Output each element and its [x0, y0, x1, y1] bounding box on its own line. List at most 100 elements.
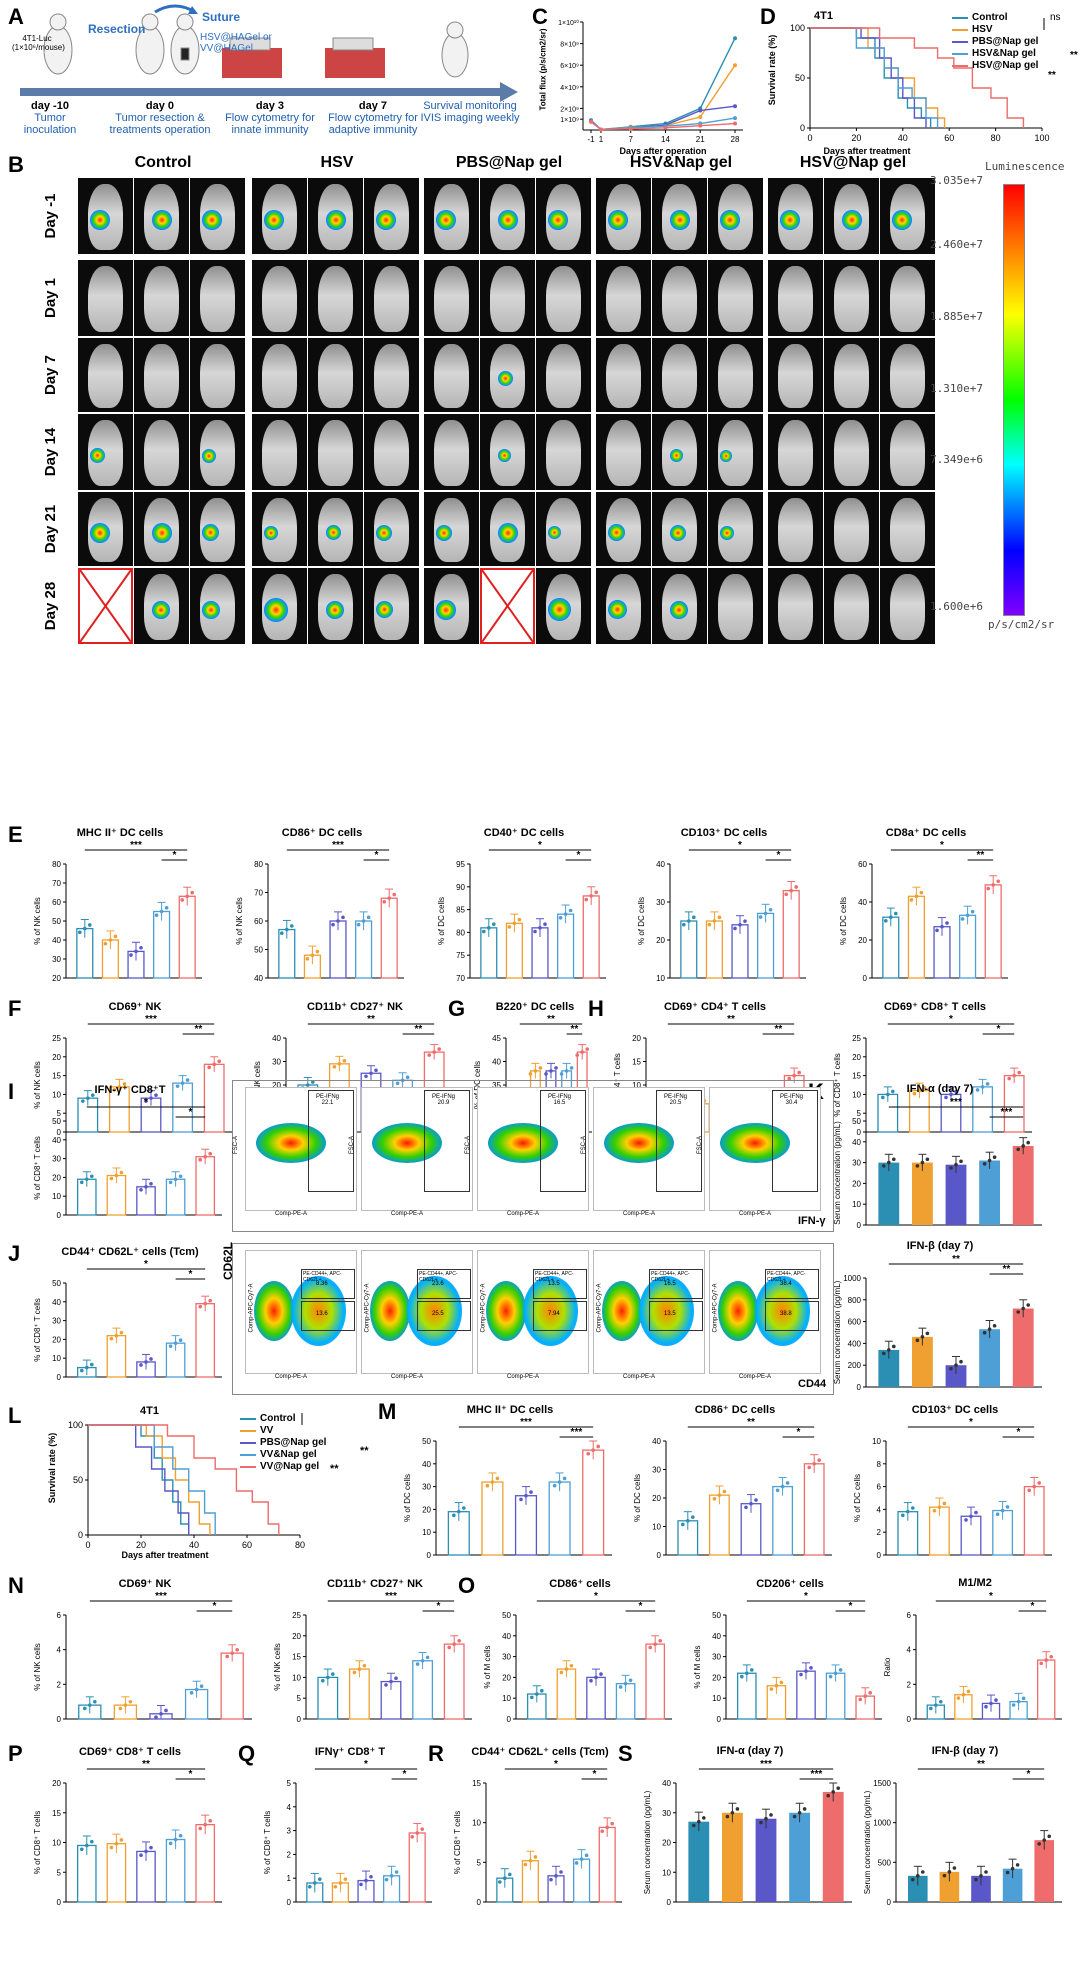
bar — [933, 926, 951, 979]
bar — [153, 910, 171, 979]
bar — [1002, 1868, 1023, 1902]
bar — [306, 1882, 324, 1903]
mouse-body — [890, 420, 925, 486]
bar — [1003, 1074, 1025, 1133]
bar — [78, 1704, 102, 1720]
data-point — [1027, 1488, 1031, 1493]
chart-title: IFN-β (day 7) — [931, 1745, 999, 1757]
y-axis-label: Serum concentration (pg/mL) — [863, 1790, 872, 1894]
bar — [782, 889, 800, 979]
y-axis-label: % of CD8⁺ T cells — [453, 1811, 462, 1875]
bar — [1034, 1840, 1054, 1902]
tumor-signal — [548, 598, 571, 622]
bar — [855, 1695, 876, 1720]
sig-label: * — [1030, 1601, 1034, 1612]
series-point — [628, 126, 633, 131]
data-point — [90, 1174, 94, 1179]
data-point — [149, 1845, 153, 1850]
bar-chart-panel: IFN-β (day 7) 0 200 400 600 800 1000 Serum conc… — [830, 1240, 1050, 1405]
sig-label: *** — [760, 1759, 772, 1770]
mouse-image — [78, 492, 133, 566]
day-label: Day 1 — [42, 277, 59, 319]
timeline-desc: Survival monitoring IVIS imaging weekly — [420, 100, 520, 124]
bar — [688, 1821, 710, 1902]
sig-label: *** — [811, 1769, 823, 1780]
data-point — [887, 1348, 891, 1352]
bar — [731, 924, 749, 979]
timeline-step-5: Survival monitoring IVIS imaging weekly — [415, 100, 525, 124]
data-point — [415, 1831, 419, 1835]
data-point — [144, 1360, 148, 1364]
y-tick-label: 20 — [422, 1505, 431, 1514]
gate-box — [656, 1090, 702, 1192]
chart-title: IFN-β (day 7) — [906, 1240, 974, 1252]
tumor-signal — [436, 209, 456, 230]
data-point — [341, 915, 345, 920]
data-point — [925, 1157, 930, 1162]
mouse-body — [144, 420, 179, 486]
data-point — [336, 919, 340, 923]
bar — [721, 1812, 743, 1902]
mouse-image — [880, 260, 935, 336]
chart-title: IFNγ⁺ CD8⁺ T — [314, 1746, 386, 1758]
x-tick-label: 0 — [85, 1540, 90, 1550]
data-point — [954, 1363, 958, 1367]
bar — [383, 1875, 401, 1903]
data-point — [119, 1838, 124, 1842]
bar — [1036, 1659, 1056, 1720]
mouse-image — [880, 568, 935, 644]
group-header: PBS@Nap gel — [455, 154, 563, 171]
bar — [203, 1063, 225, 1133]
data-point — [947, 1870, 952, 1874]
y-tick-label: 80 — [456, 928, 465, 937]
data-point — [585, 1047, 589, 1051]
y-tick-label: 1×10⁹ — [560, 117, 579, 124]
bar — [329, 920, 347, 979]
mouse-image — [480, 338, 535, 412]
data-point — [882, 1351, 886, 1356]
density-blob — [407, 1276, 462, 1346]
data-point — [940, 924, 944, 929]
data-point — [415, 1662, 420, 1666]
tumor-signal — [376, 601, 393, 619]
data-point — [114, 1173, 119, 1178]
flow-y-axis: FSC-A — [581, 1136, 587, 1154]
legend-label: PBS@Nap gel — [260, 1437, 327, 1448]
colorbar-tick: 3.035e+7 — [930, 174, 983, 187]
bar-chart-panel: MHC II⁺ DC cells 0 10 20 30 40 50 % of DC cells… — [400, 1403, 620, 1573]
data-point — [310, 953, 315, 957]
data-point — [85, 1177, 89, 1182]
y-tick-label: 50 — [422, 1437, 431, 1446]
y-tick-label: 30 — [52, 1317, 61, 1326]
bar — [357, 1879, 375, 1903]
mouse-image — [824, 178, 879, 254]
data-point — [90, 1362, 94, 1367]
survival-curve — [810, 27, 946, 128]
gate-box — [649, 1301, 703, 1331]
data-point — [352, 1670, 357, 1675]
mouse-image — [190, 178, 245, 254]
data-point — [769, 1687, 774, 1691]
bar — [979, 1329, 1001, 1387]
sig-label: ** — [747, 1417, 755, 1428]
y-tick-label: 1 — [287, 1874, 292, 1883]
y-tick-label: 10 — [652, 1523, 661, 1532]
flow-plot: PE-IFNg 20.9 — [361, 1087, 473, 1211]
mouse-image — [708, 568, 763, 644]
data-point — [382, 900, 386, 904]
mouse-image — [364, 414, 419, 490]
sig-label: *** — [1001, 1107, 1013, 1118]
y-tick-label: 6×10⁹ — [560, 63, 579, 70]
data-point — [952, 1866, 957, 1870]
data-point — [915, 1164, 920, 1168]
sig-label: * — [848, 1601, 852, 1612]
data-point — [208, 1151, 212, 1156]
data-point — [934, 1703, 938, 1707]
data-point — [775, 1488, 780, 1493]
y-tick-label: 20 — [662, 1839, 671, 1848]
data-point — [599, 1672, 603, 1676]
data-point — [528, 1072, 533, 1076]
survival-curve — [88, 1424, 190, 1535]
data-point — [868, 1690, 872, 1695]
bar — [586, 1676, 606, 1720]
